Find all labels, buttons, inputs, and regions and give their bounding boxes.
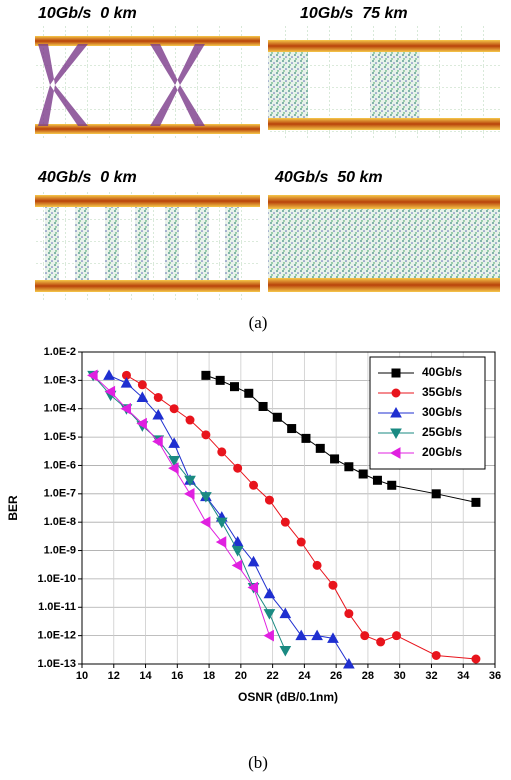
- marker: [245, 389, 253, 397]
- x-tick-label: 28: [362, 670, 374, 682]
- marker: [259, 402, 267, 410]
- x-tick-label: 26: [330, 670, 342, 682]
- y-tick-label: 1.0E-6: [44, 459, 76, 471]
- marker: [154, 393, 162, 401]
- x-tick-label: 14: [139, 670, 152, 682]
- marker: [186, 416, 194, 424]
- x-tick-label: 24: [298, 670, 311, 682]
- marker: [273, 413, 281, 421]
- marker: [218, 448, 226, 456]
- marker: [202, 431, 210, 439]
- y-tick-label: 1.0E-4: [44, 403, 77, 415]
- marker: [392, 369, 400, 377]
- y-tick-label: 1.0E-2: [44, 346, 76, 358]
- x-tick-label: 10: [76, 670, 88, 682]
- x-tick-label: 12: [108, 670, 120, 682]
- marker: [331, 455, 339, 463]
- eye-diagram: [268, 190, 500, 300]
- marker: [388, 481, 396, 489]
- marker: [345, 463, 353, 471]
- marker: [138, 381, 146, 389]
- legend-label: 25Gb/s: [422, 425, 462, 439]
- panel-label: 10Gb/s 75 km: [300, 5, 408, 22]
- x-tick-label: 18: [203, 670, 215, 682]
- marker: [170, 405, 178, 413]
- marker: [234, 464, 242, 472]
- marker: [230, 383, 238, 391]
- legend-label: 20Gb/s: [422, 445, 462, 459]
- y-tick-label: 1.0E-3: [44, 374, 76, 386]
- x-tick-label: 30: [394, 670, 406, 682]
- marker: [329, 581, 337, 589]
- eye-diagram: [268, 25, 500, 140]
- marker: [472, 498, 480, 506]
- caption: (b): [248, 753, 268, 772]
- y-axis-label: BER: [6, 495, 20, 521]
- y-tick-label: 1.0E-5: [44, 431, 76, 443]
- marker: [377, 638, 385, 646]
- marker: [297, 538, 305, 546]
- marker: [361, 632, 369, 640]
- x-tick-label: 34: [457, 670, 470, 682]
- marker: [359, 470, 367, 478]
- y-tick-label: 1.0E-11: [38, 601, 76, 613]
- marker: [316, 444, 324, 452]
- x-tick-label: 22: [266, 670, 278, 682]
- marker: [250, 481, 258, 489]
- marker: [202, 371, 210, 379]
- y-tick-label: 1.0E-12: [37, 630, 76, 642]
- panel-label: 10Gb/s 0 km: [38, 5, 137, 22]
- y-tick-label: 1.0E-8: [44, 516, 76, 528]
- y-tick-label: 1.0E-7: [44, 488, 76, 500]
- eye-diagram: [35, 25, 260, 140]
- marker: [393, 632, 401, 640]
- legend-label: 30Gb/s: [422, 405, 462, 419]
- marker: [373, 476, 381, 484]
- x-tick-label: 20: [235, 670, 247, 682]
- marker: [281, 518, 289, 526]
- caption: (a): [249, 313, 268, 332]
- panel-label: 40Gb/s 50 km: [274, 169, 383, 186]
- marker: [288, 425, 296, 433]
- marker: [472, 655, 480, 663]
- y-tick-label: 1.0E-13: [37, 658, 76, 670]
- eye-diagram: [35, 190, 260, 300]
- y-tick-label: 1.0E-10: [37, 573, 76, 585]
- figure: 10Gb/s 0 km 10Gb/s 75 km 40Gb/s 0 km 40G…: [0, 0, 511, 780]
- marker: [302, 434, 310, 442]
- y-tick-label: 1.0E-9: [44, 544, 76, 556]
- legend-label: 35Gb/s: [422, 385, 462, 399]
- marker: [216, 376, 224, 384]
- x-tick-label: 32: [425, 670, 437, 682]
- marker: [432, 651, 440, 659]
- x-tick-label: 16: [171, 670, 183, 682]
- marker: [265, 496, 273, 504]
- panel-label: 40Gb/s 0 km: [37, 169, 137, 186]
- x-axis-label: OSNR (dB/0.1nm): [238, 690, 338, 704]
- legend-label: 40Gb/s: [422, 365, 462, 379]
- marker: [392, 389, 400, 397]
- marker: [313, 561, 321, 569]
- marker: [432, 490, 440, 498]
- marker: [345, 610, 353, 618]
- x-tick-label: 36: [489, 670, 501, 682]
